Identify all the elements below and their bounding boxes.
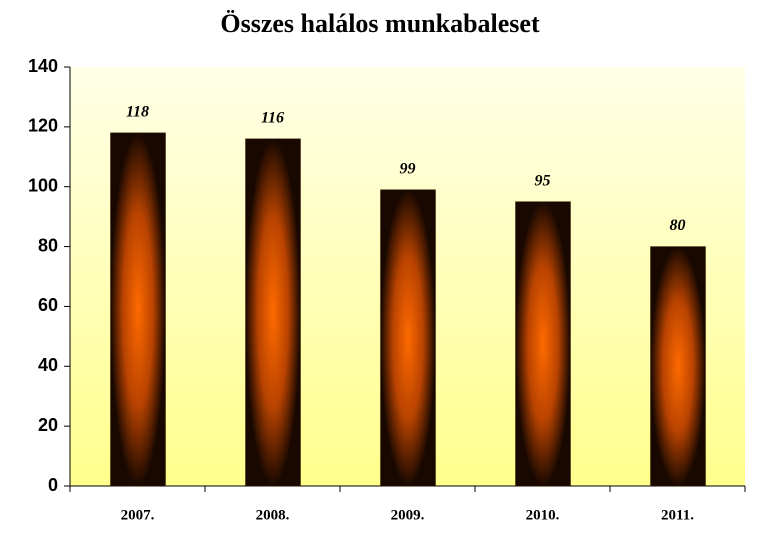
y-tick-label: 120	[28, 116, 58, 136]
value-label: 99	[400, 160, 416, 177]
x-tick-label: 2007.	[121, 507, 155, 523]
bar	[650, 246, 706, 487]
y-tick-label: 100	[28, 175, 58, 195]
y-tick-label: 80	[38, 235, 58, 255]
x-tick-label: 2011.	[661, 507, 694, 523]
y-tick-label: 140	[28, 56, 58, 76]
bar	[380, 189, 436, 487]
bar	[110, 132, 166, 487]
y-tick-label: 20	[38, 415, 58, 435]
value-label: 118	[126, 104, 149, 121]
y-tick-label: 60	[38, 295, 58, 315]
y-tick-label: 40	[38, 355, 58, 375]
y-tick-label: 0	[48, 475, 58, 495]
bar	[515, 201, 571, 487]
value-label: 95	[535, 172, 551, 189]
x-tick-label: 2008.	[256, 507, 290, 523]
x-tick-label: 2010.	[526, 507, 560, 523]
chart-title: Összes halálos munkabaleset	[220, 9, 540, 38]
x-tick-label: 2009.	[391, 507, 425, 523]
bar	[245, 138, 301, 487]
value-label: 80	[670, 217, 686, 234]
value-label: 116	[261, 110, 284, 127]
